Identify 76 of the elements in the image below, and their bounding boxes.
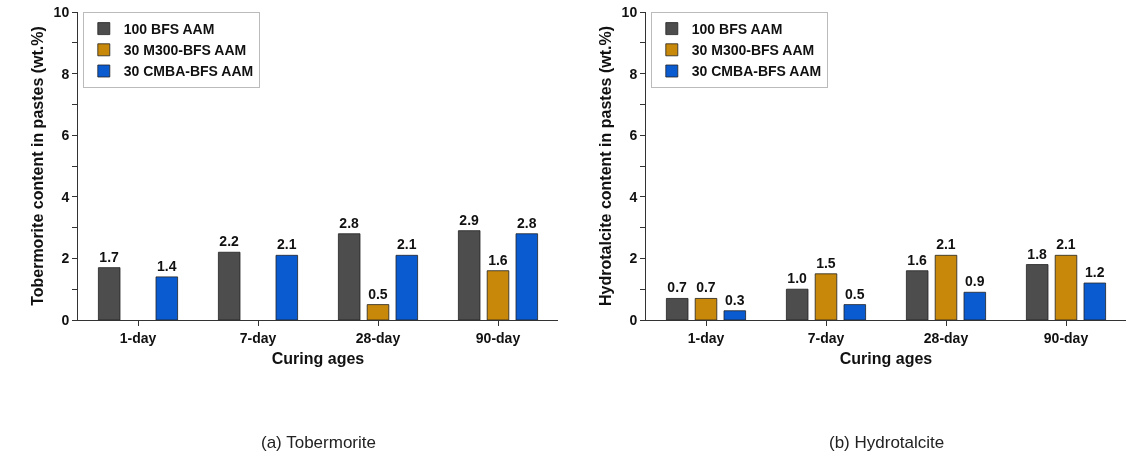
bar [843,304,866,320]
data-label: 1.2 [1084,264,1105,281]
data-label: 0.7 [696,279,716,296]
data-label: 0.5 [368,285,388,302]
data-label: 2.8 [339,214,360,231]
y-tick-label: 0 [61,311,70,328]
bar [458,230,481,320]
data-label: 1.6 [907,251,928,268]
legend-label: 100 BFS AAM [691,21,783,38]
data-label: 1.8 [1027,245,1048,262]
y-tick-label: 2 [629,250,638,267]
data-label: 2.1 [1056,236,1076,253]
x-tick-label: 7-day [807,329,845,346]
x-axis-title: Curing ages [839,350,933,368]
bar [486,270,510,320]
data-label: 0.3 [724,291,745,308]
bar [1083,282,1106,320]
data-label: 1.4 [156,257,177,274]
y-axis-title: Hydrotalcite content in pastes (wt.%) [596,25,614,307]
text: (a) Tobermorite [261,433,376,452]
y-tick-label: 4 [61,188,70,205]
data-label: 2.1 [396,236,417,253]
y-tick-label: 4 [629,188,638,205]
y-tick-label: 6 [61,127,70,144]
bar [814,273,838,320]
bar [338,233,361,320]
data-label: 0.7 [667,279,688,296]
y-tick-label: 10 [53,3,70,20]
data-label: 2.8 [516,214,537,231]
bar [515,233,538,320]
bar [366,304,390,320]
x-tick-label: 1-day [687,329,725,346]
x-tick-label: 90-day [475,329,521,346]
data-label: 1.5 [816,254,836,271]
data-label: 1.6 [488,251,508,268]
y-tick-label: 6 [629,127,638,144]
x-tick-label: 28-day [355,329,401,346]
bar [934,254,958,320]
x-axis-title: Curing ages [271,350,365,368]
data-label: 2.1 [936,236,956,253]
legend-label: 30 CMBA-BFS AAM [691,63,822,80]
y-axis-title: Tobermorite content in pastes (wt.%) [28,26,46,306]
x-tick-label: 28-day [923,329,969,346]
x-tick-label: 1-day [119,329,157,346]
bar [786,288,809,320]
bar [666,298,689,320]
data-label: 0.5 [844,285,865,302]
bar [155,276,178,320]
text: (b) Hydrotalcite [829,433,945,452]
y-tick-label: 2 [61,250,70,267]
data-label: 1.0 [787,270,808,287]
legend-label: 30 M300-BFS AAM [691,42,815,59]
bar [963,291,986,320]
data-label: 2.1 [276,236,297,253]
bar [395,254,418,320]
data-label: 1.7 [99,248,120,265]
y-tick-label: 10 [621,3,638,20]
y-tick-label: 0 [629,311,638,328]
bar [275,254,298,320]
bar [218,251,241,320]
data-label: 0.9 [964,273,985,290]
data-label: 2.2 [219,233,240,250]
bar [906,270,929,320]
bar [1054,254,1078,320]
y-tick-label: 8 [629,65,638,82]
legend-label: 30 CMBA-BFS AAM [123,63,254,80]
bar [98,267,121,320]
legend-label: 100 BFS AAM [123,21,215,38]
bar [694,298,718,320]
data-label: 2.9 [459,211,480,228]
y-tick-label: 8 [61,65,70,82]
legend-label: 30 M300-BFS AAM [123,42,247,59]
x-tick-label: 90-day [1043,329,1089,346]
x-tick-label: 7-day [239,329,277,346]
bar [723,310,746,320]
bar [1026,264,1049,320]
